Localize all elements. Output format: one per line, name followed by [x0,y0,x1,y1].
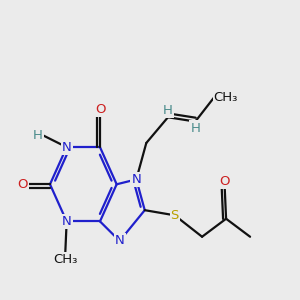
Text: N: N [115,234,124,248]
Text: O: O [219,175,230,188]
Text: N: N [131,173,141,186]
Text: CH₃: CH₃ [214,92,238,104]
Text: CH₃: CH₃ [53,253,77,266]
Text: N: N [62,215,71,228]
Text: H: H [163,104,173,117]
Text: S: S [171,209,179,222]
Text: N: N [62,141,71,154]
Text: O: O [95,103,105,116]
Text: H: H [190,122,200,134]
Text: O: O [17,178,28,191]
Text: H: H [33,129,43,142]
